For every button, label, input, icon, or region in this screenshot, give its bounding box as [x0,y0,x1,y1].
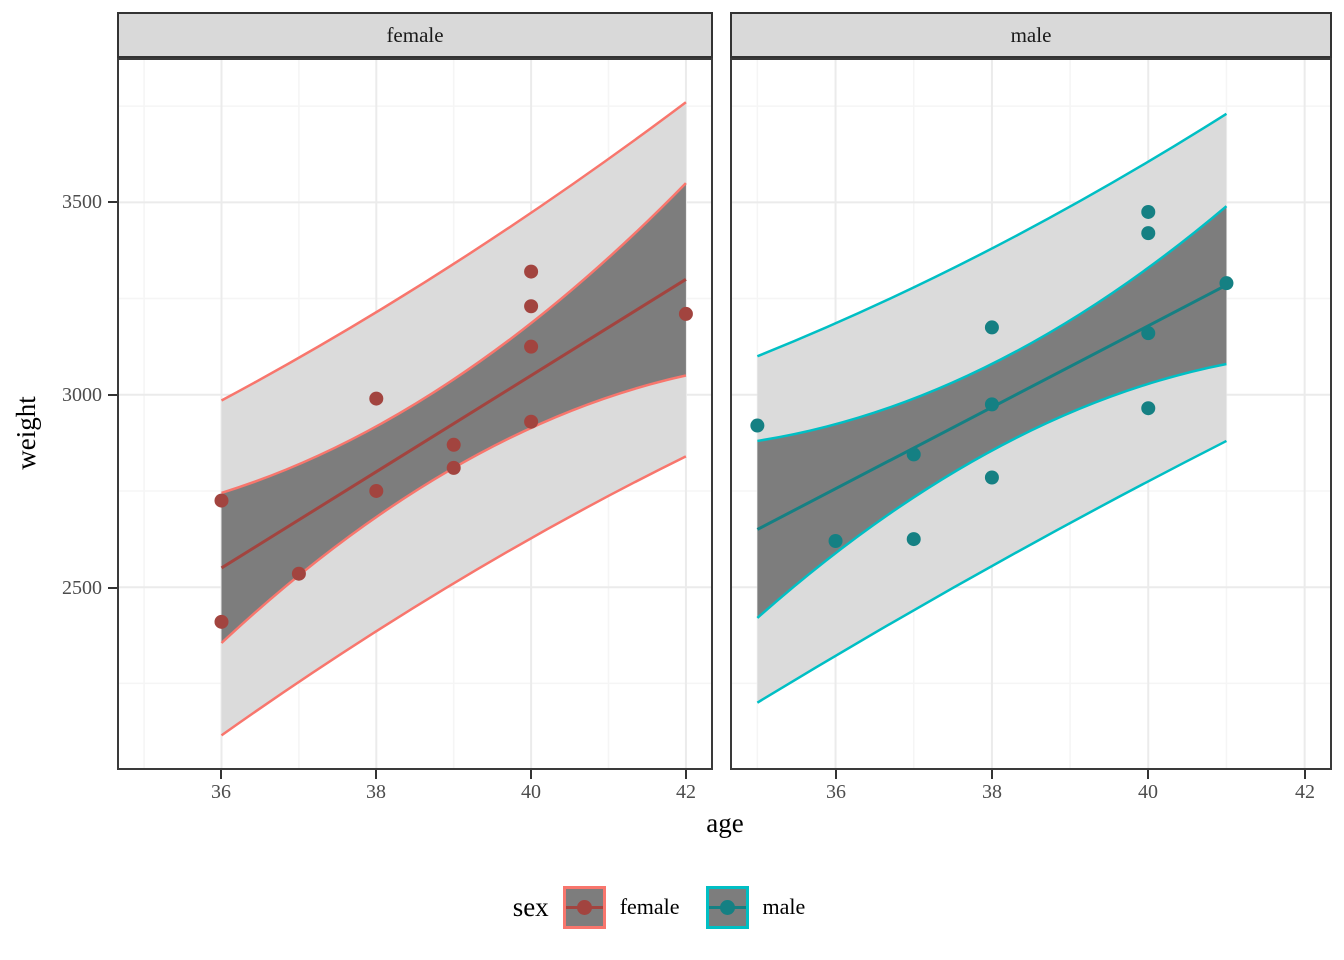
data-point [828,534,843,549]
legend-title: sex [512,891,549,922]
x-tick-label: 40 [1138,781,1158,803]
legend-key-dot [719,899,735,915]
x-tick-mark [220,770,222,779]
x-tick-mark [1147,770,1149,779]
regression-line [220,278,687,570]
data-point [678,306,693,321]
legend-key-male [705,885,749,929]
legend-key-dot [576,899,592,915]
legend-key-female [562,885,606,929]
inner-band-lower-edge [756,362,1227,619]
x-tick-mark [685,770,687,779]
x-tick-label: 36 [211,781,231,803]
data-point [984,397,999,412]
data-point [906,532,921,547]
legend-label-female: female [619,894,680,919]
facet-strip-female: female [117,12,713,58]
x-tick-mark [991,770,993,779]
data-point [906,447,921,462]
y-tick-mark [108,201,117,203]
y-tick-label: 3500 [62,191,102,213]
data-point [1141,326,1156,341]
data-points [750,204,1234,549]
facet-panel-female [117,58,713,770]
outer-band-lower-edge [220,455,687,737]
data-point [524,339,539,354]
x-tick-mark [835,770,837,779]
outer-band-lower-edge [756,439,1228,704]
facet-strip-male: male [730,12,1332,58]
data-point [369,483,384,498]
panel-border [117,58,713,770]
x-tick-label: 36 [826,781,846,803]
legend-label-male: male [762,894,806,919]
outer-band-upper-edge [756,112,1228,358]
data-point [446,437,461,452]
data-point [214,614,229,629]
data-point [214,493,229,508]
x-tick-mark [530,770,532,779]
y-tick-label: 2500 [62,577,102,599]
data-point [1141,204,1156,219]
data-point [524,299,539,314]
y-tick-mark [108,587,117,589]
inner-band-upper-edge [221,182,687,495]
x-tick-label: 42 [676,781,696,803]
x-axis-title: age [706,808,744,838]
data-point [524,264,539,279]
data-point [1141,401,1156,416]
data-point [1141,226,1156,241]
data-points [214,264,693,629]
outer-band-upper-edge [220,101,687,402]
x-tick-label: 38 [982,781,1002,803]
x-tick-label: 40 [521,781,541,803]
legend: sex female male [0,882,1344,932]
inner-confidence-band [221,183,686,643]
data-point [446,460,461,475]
facet-plot-female [117,58,713,770]
x-tick-label: 42 [1295,781,1315,803]
data-point [750,418,765,433]
facet-strip-label: male [1010,22,1052,47]
y-tick-mark [108,394,117,396]
data-point [369,391,384,406]
data-point [291,566,306,581]
facet-plot-male [730,58,1332,770]
data-point [984,320,999,335]
data-point [1219,276,1234,291]
facet-panel-male [730,58,1332,770]
inner-confidence-band [757,206,1227,618]
x-tick-label: 38 [366,781,386,803]
inner-band-upper-edge [757,205,1228,443]
panel-border [730,58,1332,770]
y-tick-label: 3000 [62,384,102,406]
facet-strip-label: female [386,22,444,47]
data-point [524,414,539,429]
y-axis-title: weight [11,396,41,470]
data-point [984,470,999,485]
x-tick-mark [375,770,377,779]
x-tick-mark [1304,770,1306,779]
